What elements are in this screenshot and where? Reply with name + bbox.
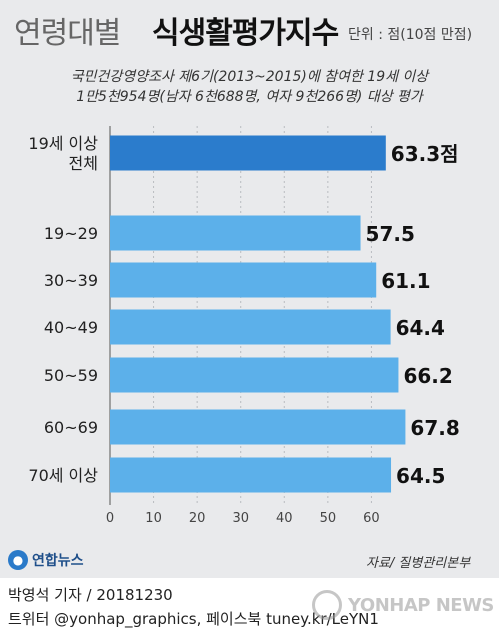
category-label: 19세 이상 xyxy=(28,134,98,153)
value-label: 66.2 xyxy=(403,364,452,388)
category-label: 60~69 xyxy=(44,418,98,437)
category-label: 전체 xyxy=(69,154,98,173)
value-label: 64.5 xyxy=(396,464,445,488)
value-label: 64.4 xyxy=(396,316,445,340)
category-label: 70세 이상 xyxy=(28,466,98,485)
x-tick-label: 60 xyxy=(363,511,380,526)
bar-age-group xyxy=(110,357,399,393)
value-label: 57.5 xyxy=(366,222,415,246)
value-label: 67.8 xyxy=(410,416,459,440)
bar-age-group xyxy=(110,409,406,445)
title-prefix: 연령대별 xyxy=(14,16,121,51)
yonhap-logo: ● 연합뉴스 xyxy=(8,550,84,570)
unit-label: 단위 : 점(10점 만점) xyxy=(348,27,473,43)
subtitle-line-1: 국민건강영양조사 제6기(2013~2015)에 참여한 19세 이상 xyxy=(70,69,429,85)
category-label: 30~39 xyxy=(44,271,98,290)
x-tick-label: 50 xyxy=(320,511,337,526)
subtitle-line-2: 1만5천954명(남자 6천688명, 여자 9천266명) 대상 평가 xyxy=(76,89,423,105)
x-tick-label: 20 xyxy=(189,511,206,526)
value-label: 63.3점 xyxy=(391,142,459,166)
credit-social: 트위터 @yonhap_graphics, 페이스북 tuney.kr/LeYN… xyxy=(8,610,379,628)
logo-text: 연합뉴스 xyxy=(32,553,84,569)
bar-age-group xyxy=(110,215,361,251)
category-label: 19~29 xyxy=(44,224,98,243)
value-label: 61.1 xyxy=(381,269,430,293)
x-tick-label: 10 xyxy=(145,511,162,526)
x-tick-label: 40 xyxy=(276,511,293,526)
category-label: 50~59 xyxy=(44,366,98,385)
watermark: YONHAP NEWS xyxy=(312,590,494,620)
category-label: 40~49 xyxy=(44,318,98,337)
watermark-text: YONHAP NEWS xyxy=(348,594,494,616)
x-tick-label: 30 xyxy=(232,511,249,526)
x-tick-label: 0 xyxy=(106,511,114,526)
bar-age-group xyxy=(110,262,377,298)
bar-age-group xyxy=(110,309,391,345)
bar-age-group xyxy=(110,457,392,493)
yonhap-logo-icon: ● xyxy=(8,550,28,570)
source-note: 자료/ 질병관리본부 xyxy=(366,556,471,571)
watermark-logo-icon xyxy=(312,590,342,620)
credit-reporter: 박영석 기자 / 20181230 xyxy=(8,586,173,604)
bar-total xyxy=(110,135,386,171)
chart-title: 식생활평가지수 xyxy=(152,16,339,51)
